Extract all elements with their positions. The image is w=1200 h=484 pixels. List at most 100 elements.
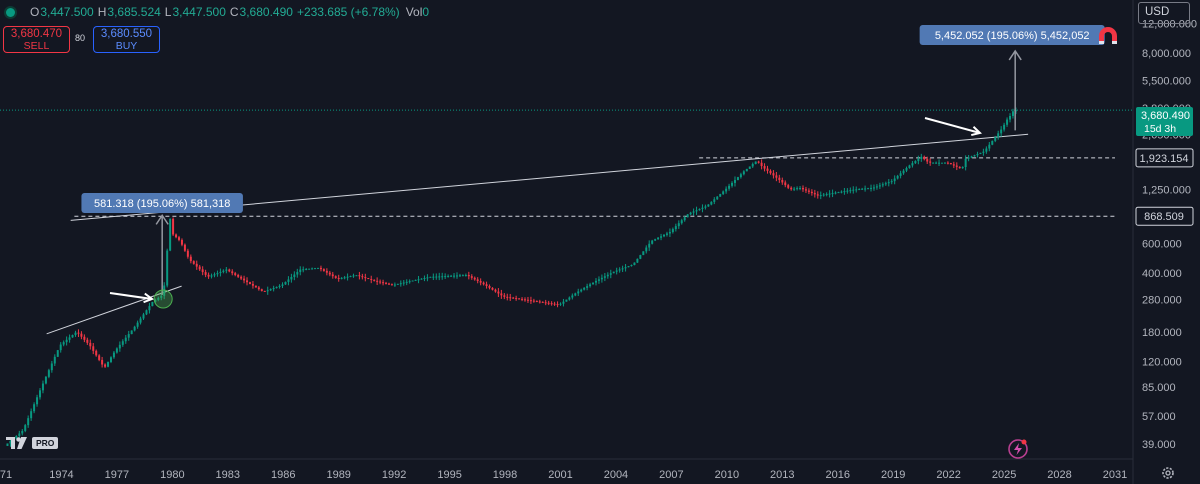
time-tick-label: 1977 <box>105 469 129 481</box>
volume-value: 0 <box>422 5 430 19</box>
candle-body <box>932 162 935 164</box>
price-tick-label: 120.000 <box>1142 357 1182 369</box>
candle-body <box>479 281 482 283</box>
candle-body <box>766 168 769 171</box>
candle-body <box>376 280 379 282</box>
price-axis[interactable] <box>0 0 1134 484</box>
price-tick-label: 400.000 <box>1142 268 1182 280</box>
candle-body <box>603 276 606 278</box>
candle-body <box>272 288 275 290</box>
time-tick-label: 1974 <box>49 469 73 481</box>
candle-body <box>648 243 651 248</box>
candle-body <box>757 161 760 163</box>
tv-logo-icon <box>6 436 27 449</box>
candle-body <box>663 234 666 237</box>
buy-button[interactable]: 3,680.550 BUY <box>93 26 160 53</box>
measure-2-arrowhead <box>1008 49 1022 61</box>
candle-body <box>692 211 695 213</box>
candle-body <box>935 162 938 164</box>
arrow-line[interactable] <box>109 292 153 300</box>
candle-body <box>843 191 846 193</box>
candle-body <box>488 285 491 288</box>
candle-body <box>234 273 237 275</box>
low-value: 3,447.500 <box>172 5 226 19</box>
close-label: C <box>229 5 239 19</box>
candle-body <box>68 337 71 340</box>
candle-body <box>95 350 98 356</box>
market-status-icon[interactable] <box>6 7 15 17</box>
candle-body <box>911 163 914 166</box>
candle-body <box>701 207 704 209</box>
trendline[interactable] <box>46 285 182 335</box>
candle-body <box>597 279 600 281</box>
candle-body <box>414 279 417 281</box>
arrow-line[interactable] <box>924 117 981 134</box>
candle-body <box>453 275 456 277</box>
candle-body <box>577 291 580 294</box>
countdown-label: 15d 3h <box>1144 123 1176 135</box>
candle-body <box>858 189 861 191</box>
gear-icon[interactable] <box>1161 466 1175 480</box>
highlight-circle[interactable] <box>153 289 173 309</box>
candle-body <box>606 274 609 277</box>
candle-body <box>748 166 751 169</box>
candle-body <box>994 137 997 141</box>
candle-body <box>807 190 810 192</box>
candle-body <box>621 268 624 270</box>
candle-body <box>441 276 444 278</box>
sell-button[interactable]: 3,680.470 SELL <box>3 26 70 53</box>
change-value: +233.685 (+6.78%) <box>296 5 400 19</box>
candle-body <box>133 326 136 331</box>
candle-body <box>583 287 586 290</box>
candle-body <box>121 341 124 345</box>
arrow-head <box>971 126 983 137</box>
candle-body <box>728 185 731 189</box>
open-label: O <box>30 5 40 19</box>
candle-body <box>893 178 896 182</box>
level-price-badge[interactable] <box>1135 206 1194 226</box>
candle-body <box>896 175 899 179</box>
price-tick-label: 600.000 <box>1142 238 1182 250</box>
candle-body <box>290 276 293 280</box>
candle-body <box>745 168 748 172</box>
candle-body <box>878 185 881 187</box>
candle-body <box>136 322 139 327</box>
candle-body <box>473 277 476 280</box>
tradingview-logo[interactable]: PRO <box>6 436 59 450</box>
candle-body <box>902 170 905 174</box>
candle-body <box>600 277 603 280</box>
candle-body <box>920 156 923 159</box>
high-label: H <box>97 5 107 19</box>
candle-body <box>148 306 151 311</box>
candle-body <box>396 283 399 285</box>
time-tick-label: 2016 <box>826 469 850 481</box>
candle-body <box>225 269 228 271</box>
measure-1-arrowhead <box>155 214 169 225</box>
measure-2-box[interactable] <box>919 25 1105 45</box>
current-price-badge[interactable] <box>1136 107 1193 136</box>
candle-body <box>107 362 110 367</box>
candle-body <box>151 301 154 307</box>
currency-selector[interactable]: USD <box>1138 2 1190 24</box>
candle-body <box>671 229 674 233</box>
annotations[interactable]: 581.318 (195.06%) 581,318 5,452.052 (195.… <box>81 25 1105 309</box>
candle-body <box>651 240 654 244</box>
trendlines[interactable] <box>46 133 1029 335</box>
measure-1-box[interactable] <box>81 193 243 213</box>
time-axis[interactable]: 71 1974 1977 1980 1983 1986 1989 1992 1995 1998 20… <box>0 469 1127 481</box>
close-value: 3,680.490 <box>239 5 293 19</box>
candle-body <box>615 270 618 272</box>
candle-body <box>33 404 36 412</box>
candle-body <box>390 284 393 286</box>
candle-body <box>668 232 671 234</box>
time-tick-label: 1980 <box>160 469 184 481</box>
magnet-icon[interactable] <box>1095 23 1121 49</box>
candle-body <box>929 161 932 163</box>
level-price-badge[interactable] <box>1135 148 1194 168</box>
lightning-icon[interactable] <box>1007 438 1029 460</box>
candle-body <box>813 193 816 195</box>
candle-body <box>393 284 396 286</box>
candle-body <box>506 296 509 298</box>
